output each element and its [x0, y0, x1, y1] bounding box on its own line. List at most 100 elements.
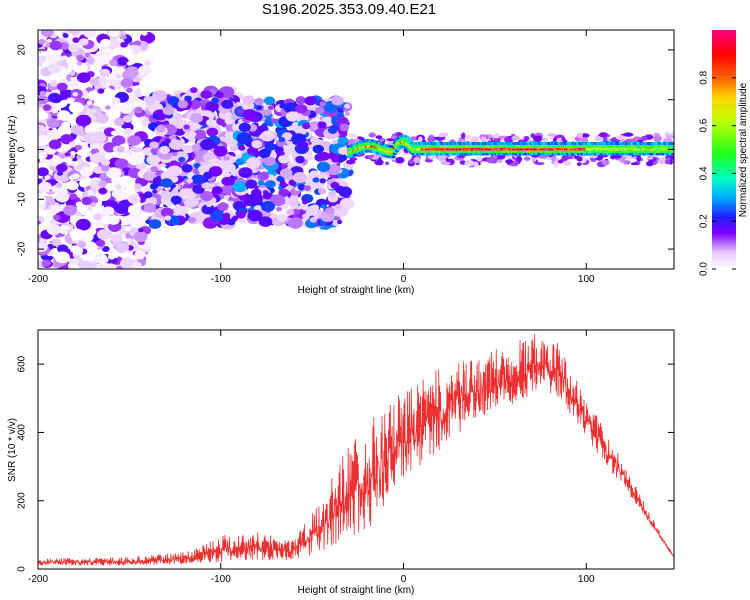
- spectrogram-blob: [278, 137, 286, 143]
- spectrogram-blob: [251, 140, 263, 149]
- spectrogram-blob: [594, 136, 603, 141]
- spectrogram-blob: [221, 99, 234, 109]
- spectrogram-blob: [245, 179, 258, 189]
- spectrogram-blob: [385, 161, 390, 165]
- snr-x-tick-label: -200: [28, 574, 48, 585]
- spectrogram-blob: [44, 175, 51, 180]
- spectrogram-blob: [130, 220, 140, 228]
- spectrogram-blob: [189, 87, 198, 93]
- spectrogram-blob: [107, 253, 116, 260]
- spectrogram-blob: [45, 195, 54, 203]
- spectrogram-blobs: [38, 30, 674, 269]
- spectrogram-blob: [164, 215, 172, 221]
- spectrogram-blob: [440, 161, 451, 166]
- spectrogram-blob: [276, 206, 283, 212]
- spectrogram-blob: [297, 184, 306, 191]
- spectrogram-blob: [312, 177, 320, 183]
- spectrogram-blob: [120, 257, 135, 269]
- spectrogram-blob: [124, 225, 132, 231]
- spectrogram-blob: [503, 136, 511, 143]
- spectrogram-blob: [309, 216, 318, 223]
- spectrogram-blob: [149, 141, 159, 149]
- spectrogram-blob: [150, 166, 159, 173]
- spectrogram-blob: [432, 136, 443, 141]
- spectrogram-y-axis: -20 -10 0 10 20: [17, 44, 674, 256]
- spectrogram-blob: [38, 220, 42, 225]
- spectrogram-blob: [68, 30, 82, 36]
- spectrogram-blob: [95, 49, 111, 62]
- spectrogram-blob: [304, 96, 317, 106]
- spectrogram-blob: [164, 138, 172, 144]
- spectrogram-y-tick-label: -10: [17, 192, 28, 207]
- spectrogram-blob: [292, 171, 308, 183]
- spectrogram-blob: [459, 160, 466, 165]
- spectrogram-blob: [144, 96, 157, 105]
- spectrogram-blob: [666, 135, 674, 139]
- spectrogram-blob: [201, 204, 215, 215]
- spectrogram-blob: [187, 197, 199, 207]
- spectrogram-blob: [619, 158, 626, 164]
- spectrogram-blob: [48, 139, 62, 150]
- spectrogram-blob: [249, 206, 255, 211]
- spectrogram-blob: [317, 187, 327, 195]
- spectrogram-blob: [84, 215, 92, 221]
- snr-x-label: Height of straight line (km): [298, 585, 415, 596]
- spectrogram-blob: [291, 208, 301, 216]
- spectrogram-blob: [87, 126, 94, 131]
- spectrogram-blob: [200, 90, 212, 99]
- spectrogram-blob: [146, 154, 161, 166]
- spectrogram-blob: [102, 206, 115, 216]
- spectrogram-blob: [190, 113, 204, 123]
- spectrogram-blob: [318, 151, 331, 161]
- spectrogram-blob: [436, 153, 447, 161]
- spectrogram-x-tick-label: 0: [401, 274, 407, 285]
- spectrogram-blob: [113, 117, 125, 127]
- spectrogram-blob: [258, 216, 273, 227]
- spectrogram-blob: [310, 136, 319, 144]
- spectrogram-blob: [625, 155, 633, 160]
- spectrogram-blob: [561, 136, 566, 143]
- spectrogram-blob: [105, 77, 116, 86]
- spectrogram-blob: [52, 214, 61, 221]
- spectrogram-blob: [186, 178, 194, 184]
- spectrogram-blob: [105, 263, 117, 269]
- spectrogram-blob: [181, 165, 187, 170]
- spectrogram-blob: [517, 156, 523, 162]
- spectrogram-blob: [101, 165, 110, 172]
- spectrogram-blob: [230, 216, 238, 222]
- spectrogram-blob: [276, 176, 284, 182]
- spectrogram-blob: [320, 204, 327, 209]
- spectrogram-blob: [263, 109, 272, 117]
- spectrogram-blob: [168, 139, 183, 150]
- spectrogram-blob: [160, 190, 172, 199]
- spectrogram-blob: [263, 96, 275, 105]
- spectrogram-blob: [199, 99, 208, 106]
- spectrogram-blob: [200, 190, 214, 202]
- spectrogram-canvas: [38, 30, 674, 269]
- spectrogram-blob: [623, 160, 631, 165]
- spectrogram-blob: [111, 189, 125, 199]
- spectrogram-blob: [41, 259, 52, 267]
- spectrogram-blob: [69, 193, 78, 200]
- spectrogram-blob: [39, 159, 47, 165]
- spectrogram-blob: [285, 111, 300, 122]
- spectrogram-blob: [49, 80, 58, 87]
- spectrogram-blob: [224, 117, 234, 125]
- spectrogram-blob: [258, 148, 271, 159]
- spectrogram-blob: [114, 88, 122, 94]
- spectrogram-blob: [270, 118, 278, 124]
- spectrogram-blob: [302, 199, 308, 205]
- spectrogram-blob: [120, 78, 133, 88]
- spectrogram-x-tick-label: 100: [578, 274, 595, 285]
- spectrogram-blob: [61, 55, 68, 61]
- spectrogram-blob: [183, 124, 190, 130]
- spectrogram-blob: [54, 251, 70, 264]
- spectrogram-blob: [417, 136, 423, 143]
- spectrogram-blob: [324, 207, 335, 215]
- spectrogram-blob: [327, 126, 338, 134]
- spectrogram-blob: [523, 156, 531, 161]
- spectrogram-blob: [327, 194, 339, 203]
- spectrogram-blob: [278, 188, 290, 198]
- spectrogram-blob: [122, 48, 133, 57]
